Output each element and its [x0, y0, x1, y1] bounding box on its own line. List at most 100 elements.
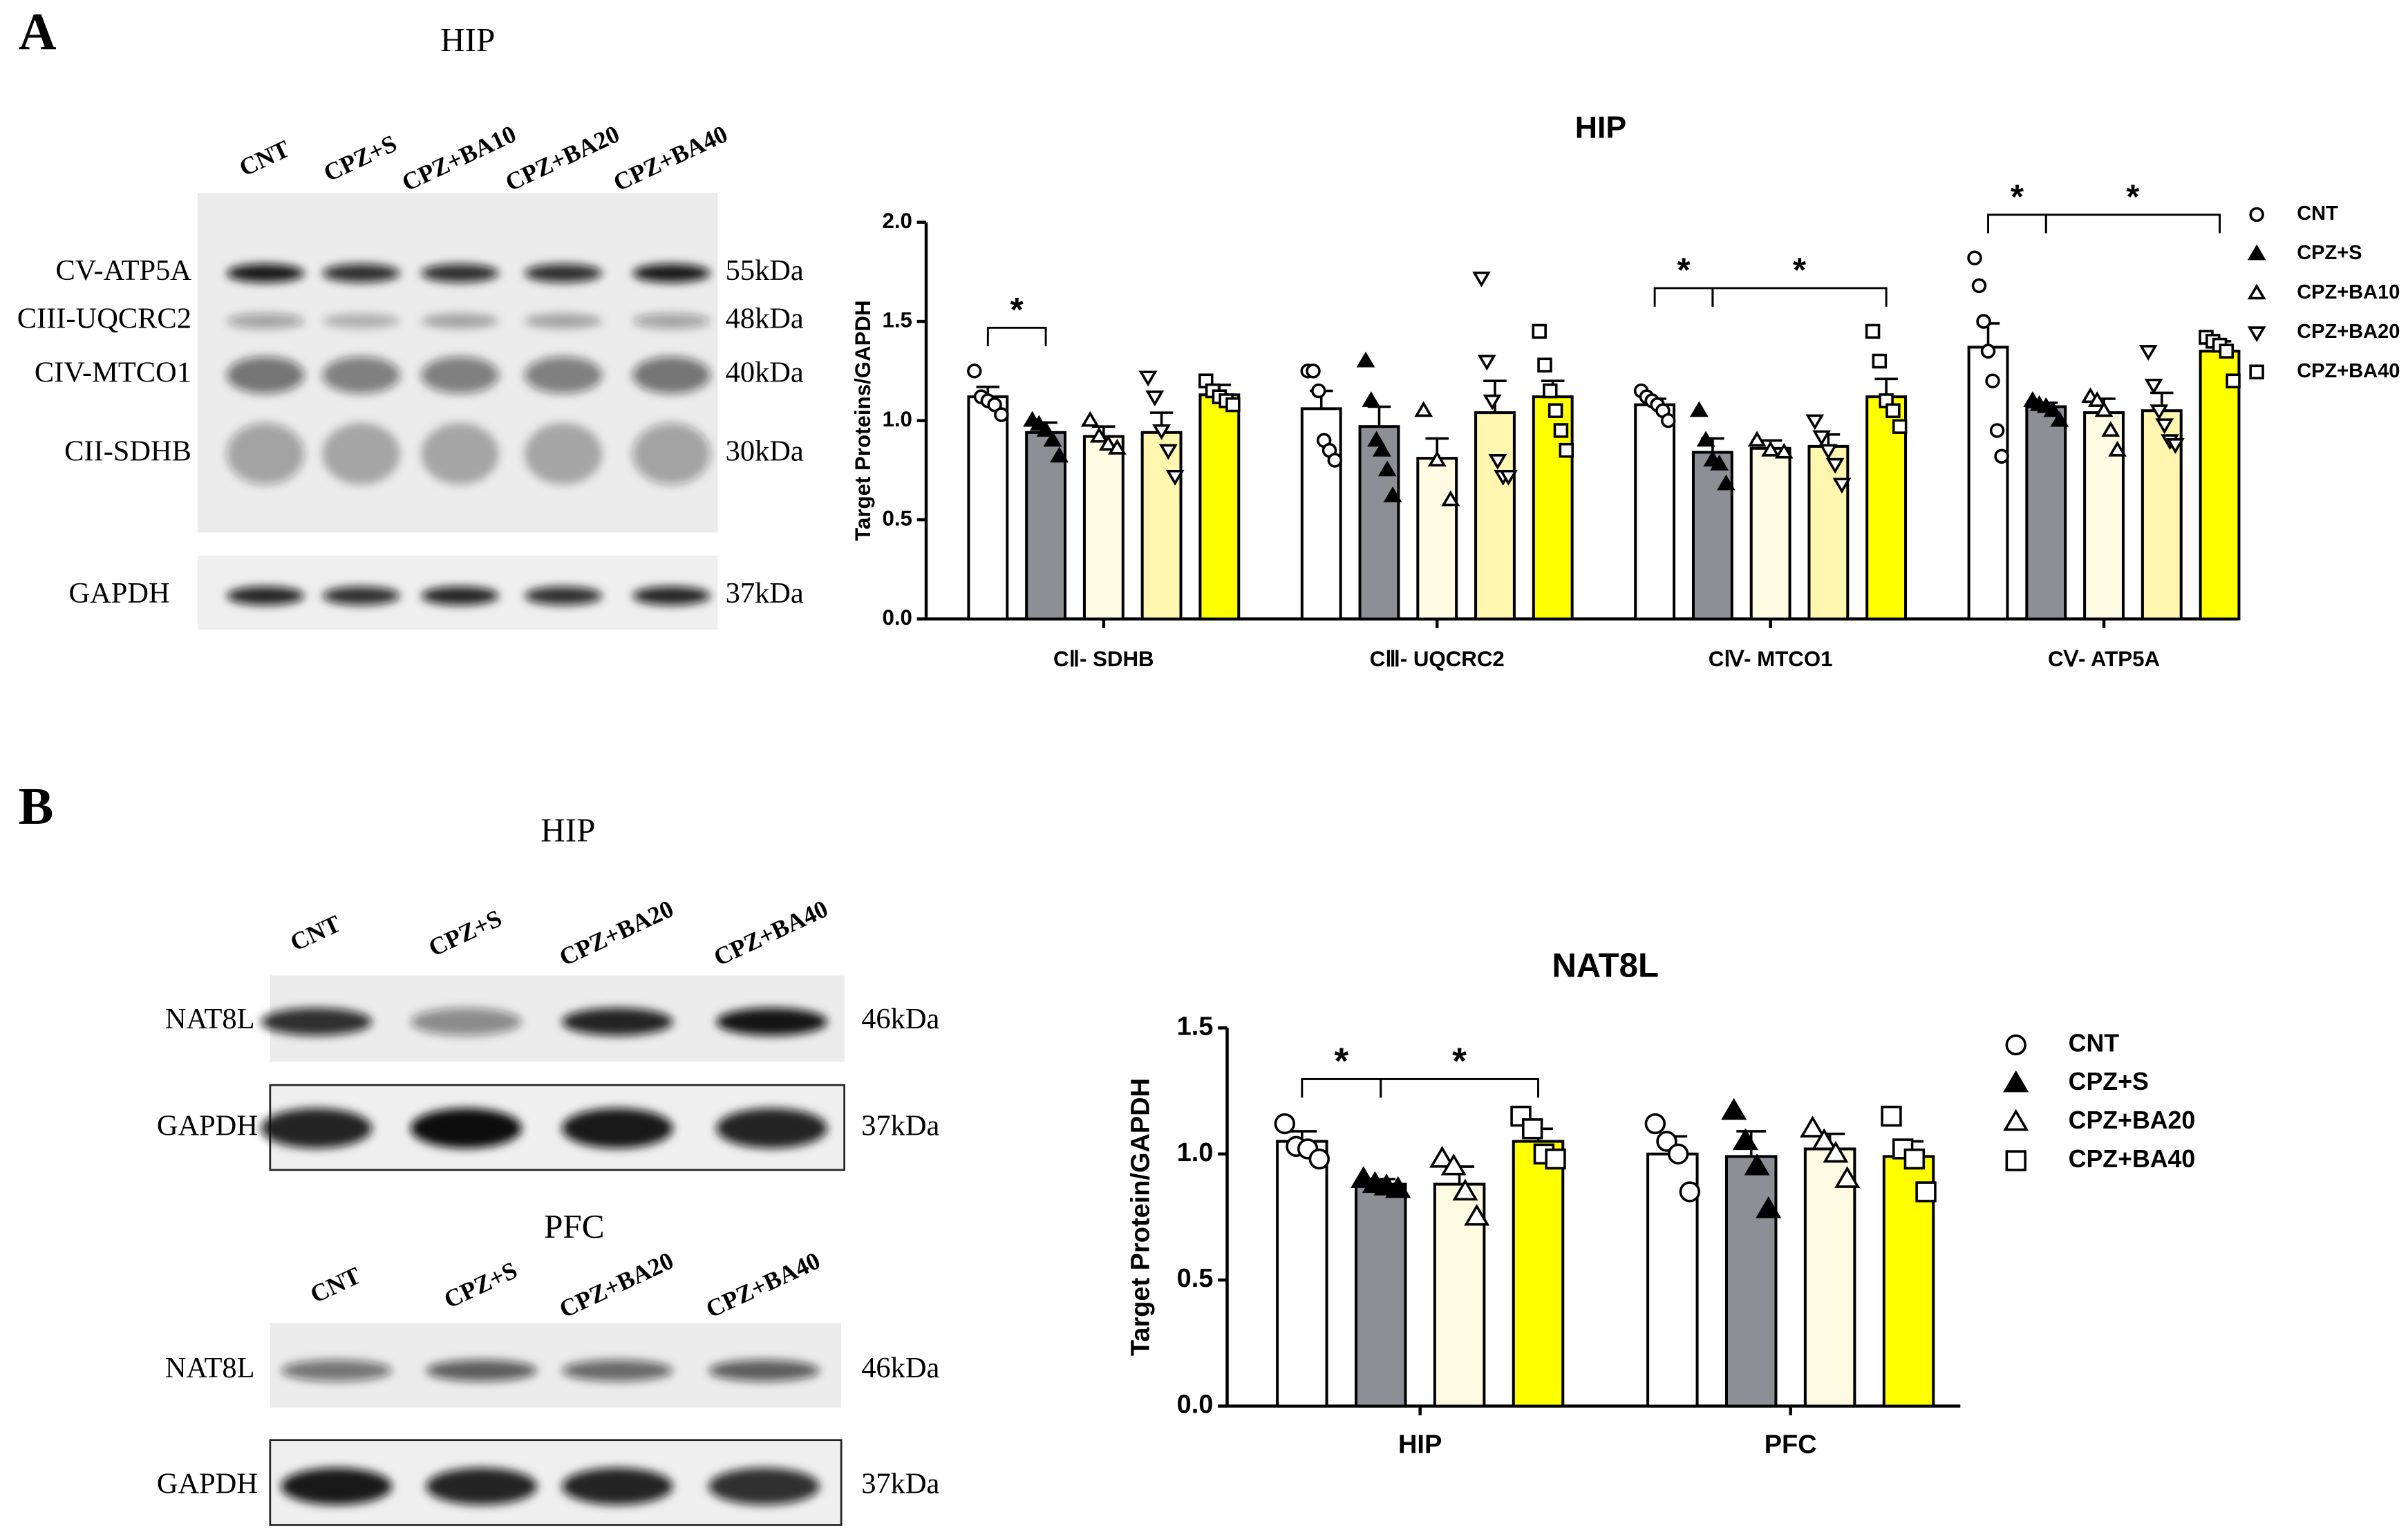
- blot-band: [708, 1467, 820, 1505]
- y-tick-label: 2.0: [882, 209, 912, 233]
- data-point: [1971, 278, 1987, 294]
- blot-band: [524, 313, 603, 329]
- data-point: [1483, 394, 1502, 411]
- blot-band: [716, 1008, 828, 1036]
- data-point: [1225, 397, 1241, 413]
- data-point: [987, 397, 1002, 413]
- data-point: [1499, 469, 1518, 486]
- blot-band: [421, 263, 499, 283]
- y-tick-label: 1.5: [1177, 1012, 1214, 1041]
- blot-band: [561, 1359, 673, 1381]
- data-point: [1744, 1153, 1770, 1176]
- blot-band: [524, 422, 603, 485]
- data-point: [1865, 323, 1881, 339]
- blot-band: [261, 1108, 373, 1149]
- bar: [2199, 350, 2241, 621]
- data-point: [1721, 1097, 1747, 1120]
- lane-label: CPZ+BA10: [397, 120, 520, 196]
- y-tick-label: 1.0: [1177, 1138, 1214, 1167]
- y-tick-label: 1.0: [882, 407, 912, 431]
- data-point: [1985, 373, 2000, 388]
- significance-bracket: [1711, 287, 1888, 307]
- x-tick-label: PFC: [1765, 1431, 1817, 1460]
- data-point: [2087, 391, 2107, 407]
- kda-label: 55kDa: [726, 254, 804, 287]
- protein-label: GAPDH: [69, 577, 170, 610]
- bar: [1416, 457, 1458, 621]
- legend-marker: [2003, 1109, 2029, 1131]
- blot-band: [421, 586, 499, 605]
- blot-band: [716, 1108, 828, 1149]
- y-tick-label: 0.5: [882, 506, 912, 530]
- significance-bracket: [1987, 214, 2047, 234]
- bar: [1140, 431, 1183, 621]
- bar: [967, 395, 1009, 621]
- protein-label: GAPDH: [157, 1109, 258, 1142]
- significance-label: *: [2126, 178, 2140, 216]
- data-point: [2108, 440, 2127, 457]
- data-point: [1367, 431, 1386, 447]
- data-point: [1732, 1128, 1758, 1151]
- bar: [1276, 1140, 1328, 1408]
- chart-title: NAT8L: [1552, 947, 1659, 984]
- data-point: [2144, 378, 2163, 395]
- legend-label: CPZ+BA40: [2069, 1145, 2196, 1173]
- protein-label: CIV-MTCO1: [35, 356, 191, 388]
- kda-label: 46kDa: [861, 1003, 939, 1035]
- data-point: [1881, 1105, 1902, 1127]
- kda-label: 48kDa: [726, 302, 804, 334]
- data-point: [1967, 250, 1982, 265]
- data-point: [1521, 1118, 1543, 1140]
- y-tick-label: 0.0: [882, 605, 912, 630]
- data-point: [1440, 1153, 1467, 1176]
- kda-label: 37kDa: [861, 1467, 939, 1500]
- kda-label: 37kDa: [861, 1109, 939, 1142]
- blot-band: [226, 356, 305, 394]
- legend-label: CNT: [2297, 202, 2338, 225]
- x-tick-label: CⅤ- ATP5A: [2048, 647, 2160, 671]
- legend-label: CNT: [2069, 1029, 2120, 1057]
- data-point: [1717, 474, 1736, 491]
- data-point: [1812, 430, 1832, 446]
- data-point: [1356, 351, 1375, 368]
- blot-title: HIP: [540, 811, 595, 849]
- data-point: [1679, 1181, 1701, 1202]
- data-point: [1452, 1178, 1478, 1201]
- lane-label: CPZ+BA40: [609, 120, 731, 196]
- lane-label: CPZ+BA40: [702, 1247, 824, 1323]
- data-point: [1710, 454, 1729, 471]
- blot-band: [226, 263, 305, 283]
- data-point: [1548, 403, 1563, 418]
- data-point: [1834, 1166, 1861, 1188]
- kda-label: 30kDa: [726, 435, 804, 467]
- blot-band: [708, 1359, 820, 1381]
- bar: [1025, 431, 1067, 621]
- significance-label: *: [1677, 252, 1691, 290]
- blot-band: [281, 1467, 393, 1505]
- protein-label: CIII-UQCRC2: [17, 302, 191, 334]
- data-point: [1472, 271, 1491, 287]
- data-point: [1080, 411, 1100, 427]
- kda-label: 46kDa: [861, 1352, 939, 1384]
- data-point: [1976, 314, 1991, 329]
- blot-band: [322, 422, 400, 485]
- data-point: [2043, 401, 2062, 417]
- data-point: [1306, 364, 1321, 379]
- data-point: [1818, 444, 1838, 460]
- legend-marker: [2005, 1150, 2026, 1171]
- significance-bracket: [1301, 1078, 1382, 1098]
- data-point: [2094, 401, 2114, 417]
- blot-band: [322, 586, 400, 605]
- data-point: [1811, 1128, 1837, 1151]
- data-point: [1747, 431, 1767, 447]
- data-point: [1994, 449, 2009, 464]
- protein-label: CV-ATP5A: [55, 254, 191, 287]
- legend-label: CPZ+BA10: [2297, 281, 2400, 303]
- legend-label: CPZ+BA20: [2297, 321, 2400, 343]
- data-point: [1145, 390, 1165, 406]
- y-tick-label: 1.5: [882, 308, 912, 332]
- data-point: [967, 364, 982, 379]
- bar: [1474, 411, 1516, 621]
- blot-band: [226, 586, 305, 605]
- data-point: [1892, 419, 1908, 434]
